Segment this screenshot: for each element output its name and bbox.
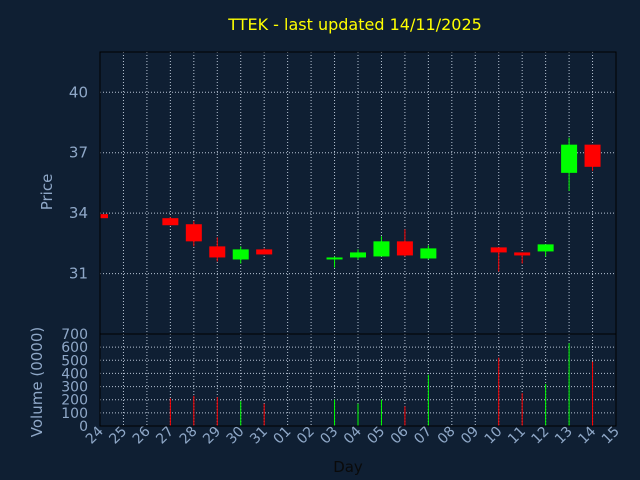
x-tick-label: 28: [177, 424, 201, 448]
x-tick-label: 27: [153, 424, 177, 448]
volume-tick-label: 200: [61, 393, 88, 409]
x-tick-label: 15: [599, 424, 623, 448]
volume-plot-frame: [99, 333, 617, 427]
volume-axis-label: Volume (0000): [28, 327, 46, 437]
volume-tick-label: 400: [61, 366, 88, 382]
volume-tick-label: 600: [61, 340, 88, 356]
price-tick-label: 34: [69, 204, 88, 222]
candle-body-29: [209, 246, 226, 258]
volume-tick-label: 0: [79, 419, 88, 435]
x-tick-label: 25: [106, 424, 130, 448]
price-candles: [99, 137, 601, 272]
x-tick-label: 03: [317, 424, 341, 448]
candle-body-10: [490, 247, 507, 253]
candle-body-31: [256, 249, 273, 255]
candle-body-27: [162, 218, 179, 226]
price-tick-label: 40: [69, 83, 88, 101]
x-tick-label: 08: [435, 424, 459, 448]
candle-body-03: [326, 257, 343, 260]
x-tick-label: 11: [505, 424, 529, 448]
candle-body-14: [584, 144, 601, 167]
price-tick-label: 37: [69, 144, 88, 162]
x-tick-label: 26: [130, 423, 154, 447]
x-tick-label: 02: [294, 424, 318, 448]
volume-bars: [169, 343, 594, 426]
volume-tick-label: 100: [61, 406, 88, 422]
candle-body-13: [561, 144, 578, 173]
volume-tick-label: 300: [61, 380, 88, 396]
candle-body-12: [537, 244, 554, 252]
x-tick-label: 09: [458, 424, 482, 448]
candle-body-30: [232, 249, 249, 260]
x-tick-label: 29: [200, 424, 224, 448]
chart-title: TTEK - last updated 14/11/2025: [227, 15, 482, 34]
x-tick-label: 06: [388, 423, 412, 447]
x-tick-label: 05: [364, 424, 388, 448]
x-tick-label: 12: [529, 424, 553, 448]
candle-body-04: [350, 252, 366, 258]
candle-body-05: [373, 241, 390, 257]
price-axis-label: Price: [38, 174, 56, 211]
x-tick-label: 10: [482, 424, 506, 448]
x-tick-label: 31: [247, 424, 271, 448]
x-axis-label: Day: [333, 458, 363, 476]
volume-tick-label: 700: [61, 327, 88, 343]
candle-body-07: [420, 248, 437, 259]
volume-tick-label: 500: [61, 353, 88, 369]
price-tick-label: 31: [69, 265, 88, 283]
x-tick-label: 07: [411, 424, 435, 448]
price-y-ticks: 31 34 37 40: [69, 83, 88, 282]
x-tick-label: 14: [575, 423, 599, 447]
candle-body-06: [396, 241, 413, 256]
candle-body-11: [514, 252, 531, 256]
x-tick-label: 04: [341, 423, 365, 447]
x-tick-label: 13: [552, 424, 576, 448]
x-tick-label: 01: [271, 424, 295, 448]
candle-body-24: [100, 214, 108, 219]
x-tick-labels: 24 25 26 27 28 29 30 31 01 02 03 04 05 06 07 08 09 10 11 12…: [83, 423, 623, 447]
candle-body-28: [185, 224, 202, 242]
price-grid: [99, 52, 617, 334]
x-tick-label: 30: [224, 424, 248, 448]
